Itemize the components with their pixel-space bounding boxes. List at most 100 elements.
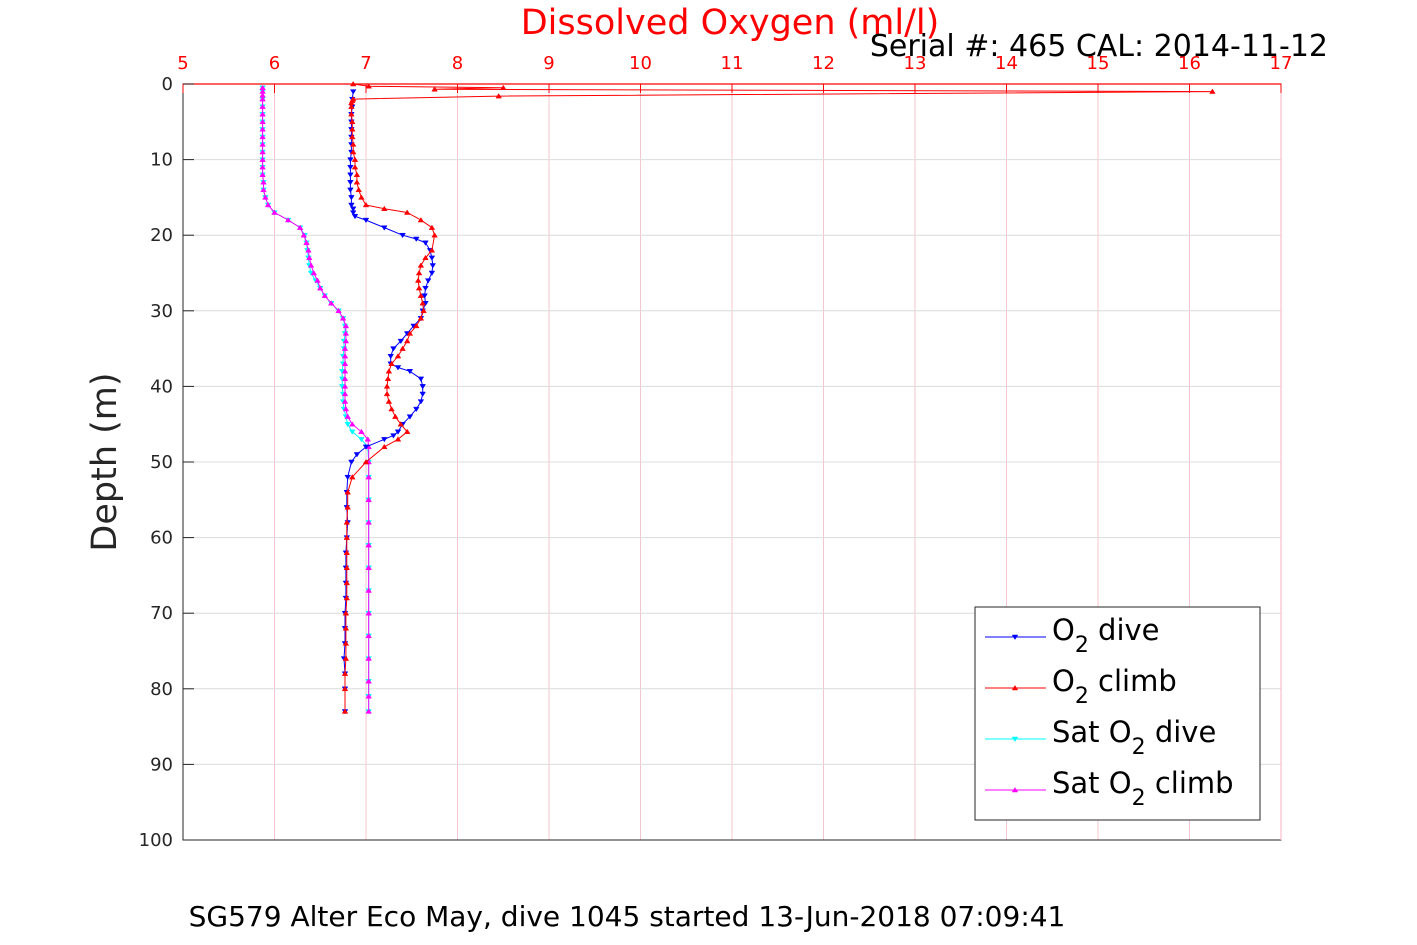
- data-point-o2-dive: [429, 263, 437, 269]
- data-point-o2-climb: [381, 443, 388, 450]
- data-point-o2-climb: [343, 534, 351, 540]
- data-point-sat-o2-climb: [341, 345, 349, 351]
- data-point-o2-dive: [406, 414, 414, 420]
- data-point-o2-dive: [362, 444, 370, 450]
- x-tick-label: 8: [452, 53, 463, 74]
- data-point-sat-o2-climb: [271, 209, 278, 215]
- data-point-o2-dive: [387, 353, 394, 360]
- data-point-o2-climb: [349, 474, 356, 480]
- x-tick-label: 7: [360, 53, 371, 74]
- x-tick-label: 16: [1178, 53, 1201, 74]
- data-point-sat-o2-climb: [316, 285, 324, 291]
- series: [259, 81, 1216, 715]
- data-point-sat-o2-climb: [259, 164, 266, 170]
- data-point-o2-dive: [347, 180, 354, 186]
- data-point-o2-climb: [495, 93, 502, 99]
- legend-label-subscript: 2: [1075, 633, 1089, 658]
- data-point-o2-climb: [343, 549, 351, 555]
- serial-subtitle: Serial #: 465 CAL: 2014-11-12: [870, 29, 1328, 64]
- data-point-o2-climb: [385, 398, 393, 404]
- data-point-sat-o2-climb: [365, 678, 372, 684]
- y-axis-label: Depth (m): [85, 372, 125, 551]
- data-point-o2-dive: [422, 240, 429, 246]
- data-point-o2-climb: [358, 194, 365, 200]
- data-point-o2-dive: [347, 164, 354, 171]
- data-point-sat-o2-climb: [341, 390, 349, 397]
- data-point-sat-o2-climb: [365, 610, 372, 616]
- data-point-o2-climb: [343, 519, 351, 525]
- data-point-o2-dive: [413, 406, 420, 413]
- data-point-o2-climb: [385, 368, 393, 374]
- data-point-o2-dive: [399, 232, 406, 239]
- data-point-sat-o2-dive: [358, 437, 365, 443]
- legend-label: O2 dive: [1052, 613, 1160, 658]
- data-point-sat-o2-climb: [341, 360, 349, 366]
- data-point-o2-dive: [390, 346, 397, 352]
- data-point-sat-o2-climb: [296, 224, 304, 230]
- data-point-o2-climb: [353, 179, 361, 185]
- data-point-o2-dive: [419, 391, 426, 397]
- data-point-o2-climb: [381, 205, 388, 211]
- data-point-sat-o2-climb: [259, 111, 266, 117]
- legend-label-suffix: climb: [1089, 664, 1177, 698]
- data-point-sat-o2-climb: [259, 92, 266, 98]
- data-point-o2-climb: [349, 149, 357, 155]
- data-point-sat-o2-climb: [303, 239, 310, 245]
- data-point-sat-o2-climb: [259, 149, 266, 155]
- data-point-sat-o2-climb: [349, 421, 356, 427]
- data-point-o2-climb: [362, 459, 370, 465]
- legend-label: O2 climb: [1052, 664, 1177, 709]
- y-tick-label: 40: [150, 376, 173, 397]
- data-point-sat-o2-climb: [262, 194, 269, 200]
- data-point-o2-climb: [417, 315, 425, 321]
- data-point-o2-dive: [347, 172, 354, 178]
- grid: [183, 84, 1281, 840]
- data-point-sat-o2-climb: [342, 322, 350, 329]
- y-tick-label: 100: [139, 830, 173, 851]
- axis-ticks: 5 6 7 8 9 10 11 12 13 14 15 16 17 0 10 20 30 40 50 60 70 80 90…: [139, 53, 1293, 851]
- data-point-o2-dive: [348, 202, 355, 208]
- data-point-o2-climb: [343, 579, 351, 586]
- data-point-sat-o2-climb: [342, 338, 350, 344]
- legend-label-suffix: dive: [1089, 613, 1160, 647]
- data-point-o2-climb: [349, 81, 357, 87]
- data-point-o2-climb: [348, 103, 355, 109]
- data-point-sat-o2-climb: [364, 436, 372, 442]
- data-point-o2-climb: [392, 413, 399, 419]
- data-point-o2-dive: [347, 187, 354, 193]
- legend-item-sat-o2-dive: Sat O2 dive: [985, 715, 1216, 760]
- data-point-sat-o2-climb: [358, 428, 365, 434]
- data-point-o2-climb: [422, 254, 429, 261]
- data-point-o2-climb: [341, 670, 349, 676]
- footer-caption: SG579 Alter Eco May, dive 1045 started 1…: [189, 900, 1066, 933]
- data-point-sat-o2-climb: [327, 300, 335, 306]
- legend-swatch-marker: [1011, 685, 1019, 691]
- data-point-sat-o2-climb: [365, 496, 372, 503]
- data-point-sat-o2-climb: [365, 542, 372, 548]
- data-point-o2-climb: [349, 126, 356, 132]
- x-tick-label: 15: [1087, 53, 1110, 74]
- data-point-sat-o2-climb: [259, 96, 266, 102]
- series-sat-o2-dive: [259, 85, 372, 715]
- y-tick-label: 20: [150, 225, 173, 246]
- data-point-sat-o2-climb: [259, 156, 266, 162]
- data-point-sat-o2-climb: [260, 179, 267, 185]
- data-point-o2-climb: [499, 84, 507, 90]
- legend-label-subscript: 2: [1132, 786, 1146, 811]
- y-tick-label: 0: [162, 74, 173, 95]
- data-point-sat-o2-climb: [341, 368, 349, 374]
- data-point-o2-dive: [406, 369, 414, 375]
- data-point-o2-dive: [349, 210, 357, 216]
- data-point-o2-climb: [403, 209, 411, 215]
- x-tick-label: 10: [629, 53, 652, 74]
- data-point-sat-o2-climb: [259, 84, 266, 90]
- data-point-o2-dive: [349, 206, 357, 212]
- data-point-o2-climb: [417, 262, 425, 268]
- data-point-o2-climb: [428, 224, 436, 230]
- data-point-o2-dive: [348, 459, 355, 465]
- data-point-sat-o2-climb: [306, 254, 313, 261]
- data-point-o2-climb: [397, 421, 405, 427]
